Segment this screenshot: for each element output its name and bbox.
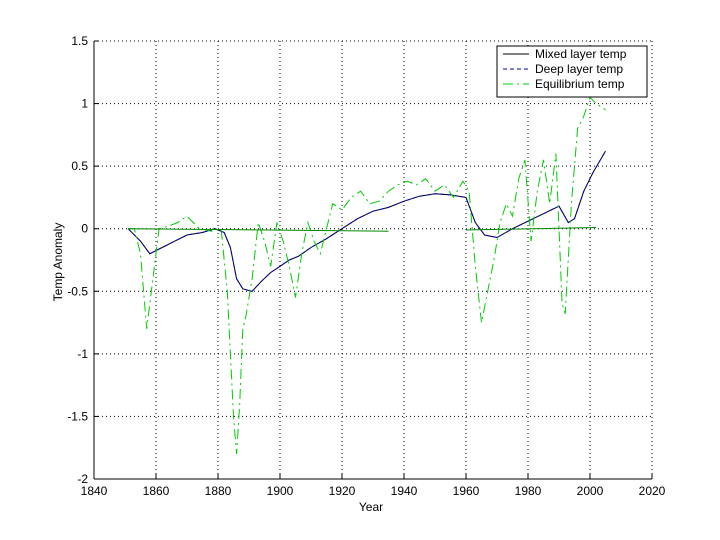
x-tick-label: 1860 bbox=[143, 484, 170, 498]
series-line-4 bbox=[465, 227, 597, 231]
x-tick-label: 1880 bbox=[205, 484, 232, 498]
y-axis-label: Temp Anomaly bbox=[51, 223, 65, 302]
legend-entry: Mixed layer temp bbox=[535, 47, 627, 61]
x-tick-label: 1840 bbox=[81, 484, 108, 498]
x-axis-label: Year bbox=[359, 500, 383, 514]
x-tick-label: 1920 bbox=[329, 484, 356, 498]
y-tick-label: 0 bbox=[81, 222, 88, 236]
series-line-2 bbox=[128, 96, 606, 455]
legend-entry: Equilibrium temp bbox=[535, 77, 625, 91]
y-tick-label: -2 bbox=[77, 472, 88, 486]
y-tick-label: -1.5 bbox=[67, 409, 88, 423]
x-tick-label: 1940 bbox=[391, 484, 418, 498]
y-tick-label: 1.5 bbox=[71, 34, 88, 48]
y-tick-label: 0.5 bbox=[71, 159, 88, 173]
y-tick-label: 1 bbox=[81, 97, 88, 111]
legend-entry: Deep layer temp bbox=[535, 62, 623, 76]
x-tick-label: 2020 bbox=[639, 484, 666, 498]
series-line-3 bbox=[128, 228, 389, 232]
grid-lines bbox=[94, 40, 653, 479]
y-tick-label: -1 bbox=[77, 347, 88, 361]
x-tick-label: 1960 bbox=[453, 484, 480, 498]
x-tick-label: 2000 bbox=[577, 484, 604, 498]
axis-ticks: 1840 1860 1880 1900 1920 1940 1960 1980 2000 2020… bbox=[67, 34, 665, 498]
x-tick-label: 1980 bbox=[515, 484, 542, 498]
plot-area bbox=[94, 41, 652, 479]
x-tick-label: 1900 bbox=[267, 484, 294, 498]
series-layer bbox=[127, 96, 606, 455]
plot-frame bbox=[93, 41, 652, 480]
y-tick-label: -0.5 bbox=[67, 284, 88, 298]
